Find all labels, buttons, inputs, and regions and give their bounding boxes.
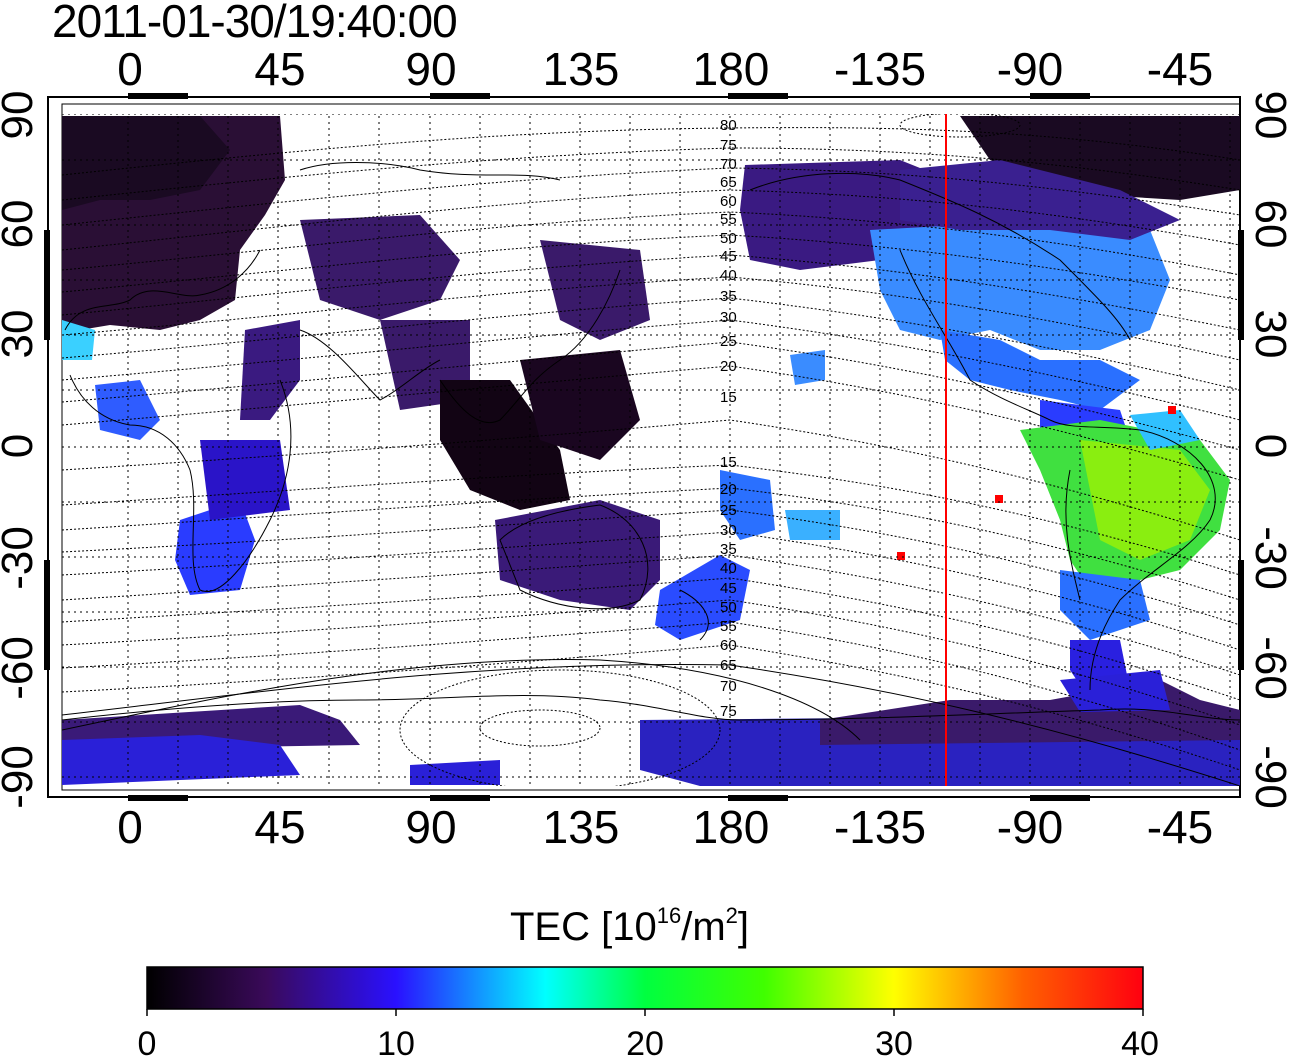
bottom-lon-tick: -45 [1146,801,1214,853]
contour-label: 60 [720,193,737,210]
contour-label: 30 [720,522,737,539]
colorbar-title-unit-exponent: 2 [725,903,738,928]
contour-label: 15 [720,454,737,471]
contour-label: 40 [720,560,737,577]
colorbar-title: TEC [1016/m2] [510,903,750,950]
top-lon-tick: 0 [117,43,143,95]
right-lat-tick: -90 [1246,745,1292,809]
contour-label: 20 [720,358,737,375]
right-lat-tick: -60 [1246,636,1292,700]
colorbar-tick-label: 0 [137,1025,157,1063]
contour-label: 45 [720,248,737,265]
left-lat-tick: -60 [0,636,42,700]
bottom-lon-tick: -135 [833,801,927,853]
colorbar-title-exponent: 16 [656,903,682,928]
top-lon-tick: 180 [692,43,770,95]
right-lat-tick: 90 [1246,90,1292,140]
colorbar-tick-label: 30 [875,1025,913,1063]
colorbar-title-unit: /m [681,905,726,949]
contour-label: 50 [720,230,737,247]
contour-label: 60 [720,637,737,654]
right-lat-tick: 30 [1246,309,1292,359]
left-lat-tick: 60 [0,199,42,249]
hotspot-marker [995,495,1003,503]
colorbar-title-prefix: TEC [10 [510,905,657,949]
colorbar-ticks [146,1009,1144,1016]
timestamp-title: 2011-01-30/19:40:00 [52,0,458,47]
bottom-lon-tick: 45 [254,801,306,853]
contour-label: 70 [720,156,737,173]
contour-label: 25 [720,333,737,350]
frame-ticks [44,93,1244,801]
top-lon-tick: -90 [996,43,1064,95]
colorbar-tick-label: 40 [1121,1025,1159,1063]
top-lon-tick: 90 [405,43,457,95]
colorbar-title-suffix: ] [737,905,750,949]
contour-label: 75 [720,137,737,154]
top-lon-tick: -135 [833,43,927,95]
right-lat-tick: 60 [1246,199,1292,249]
hotspot-marker [1168,406,1176,414]
tec-data [62,116,1240,786]
bottom-lon-tick: 0 [117,801,143,853]
contour-label: 20 [720,481,737,498]
contour-label: 35 [720,288,737,305]
contour-label: 35 [720,541,737,558]
contour-label: 55 [720,618,737,635]
top-lon-tick: -45 [1146,43,1214,95]
contour-label: 40 [720,267,737,284]
hotspot-marker [897,552,905,560]
bottom-lon-tick: 90 [405,801,457,853]
graticule [62,114,1240,786]
left-lat-tick: 0 [0,416,42,476]
contour-label: 70 [720,678,737,695]
top-lon-tick: 45 [254,43,306,95]
left-lat-tick: 90 [0,90,42,140]
contour-label: 15 [720,389,737,406]
contour-label: 50 [720,599,737,616]
contour-label: 30 [720,309,737,326]
contour-label: 80 [720,117,737,134]
bottom-lon-tick: -90 [996,801,1064,853]
magnetic-latitude-contours [62,114,1240,786]
right-lat-tick: 0 [1246,433,1292,459]
left-lat-tick: 30 [0,309,42,359]
contour-label: 25 [720,502,737,519]
left-lat-tick: -30 [0,526,42,590]
bottom-lon-tick: 180 [692,801,770,853]
right-lat-tick: -30 [1246,526,1292,590]
bottom-lon-tick: 135 [542,801,620,853]
contour-label: 45 [720,580,737,597]
coastlines [62,162,1240,721]
left-lat-tick: -90 [0,745,42,809]
colorbar-tick-label: 10 [377,1025,415,1063]
colorbar-tick-label: 20 [626,1025,664,1063]
contour-label: 65 [720,174,737,191]
contour-label: 55 [720,211,737,228]
top-lon-tick: 135 [542,43,620,95]
colorbar [146,966,1144,1010]
contour-label: 65 [720,657,737,674]
contour-label: 75 [720,703,737,720]
